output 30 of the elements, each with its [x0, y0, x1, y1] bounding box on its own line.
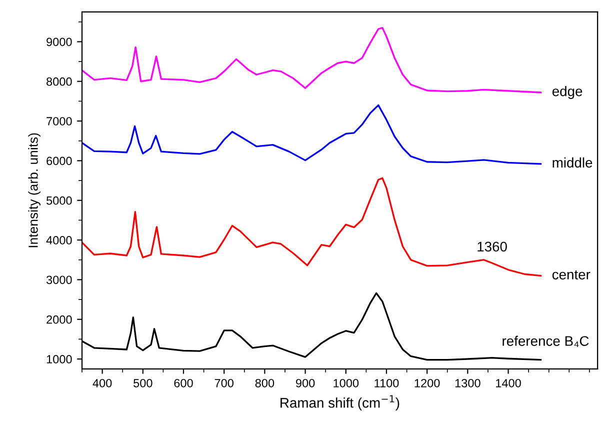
x-axis-title: Raman shift (cm$^{−1}$)	[280, 395, 400, 410]
line-series	[82, 104, 542, 165]
x-tick-label: 1100	[374, 378, 399, 388]
x-tick-label: 800	[255, 378, 274, 388]
x-tick-label: 400	[92, 378, 112, 388]
x-tick-label: 500	[134, 378, 152, 388]
y-tick-label: 2000	[46, 315, 72, 324]
y-tick-label: 8000	[46, 77, 72, 86]
y-tick-label: 7000	[46, 117, 72, 126]
series-label: edge	[552, 86, 582, 99]
y-tick-label: 3000	[46, 276, 72, 284]
y-tick-label: 4000	[46, 236, 72, 244]
x-tick-label: 1000	[334, 378, 359, 388]
series-label: reference B₄C	[502, 336, 589, 347]
x-tick-label: 1200	[414, 378, 440, 388]
y-tick-label: 9000	[46, 38, 72, 46]
series-label: middle	[552, 157, 592, 168]
line-series	[82, 177, 542, 277]
annotation: 1360	[478, 242, 507, 252]
y-tick-label: 6000	[46, 156, 72, 166]
y-axis-title: Intensity (arb. units)	[28, 133, 40, 248]
y-tick-label: 5000	[46, 196, 72, 205]
series-label: center	[552, 270, 590, 280]
y-tick-label: 1000	[46, 355, 72, 364]
x-tick-label: 900	[296, 378, 315, 388]
line-series	[82, 26, 542, 94]
x-tick-label: 1300	[455, 378, 480, 388]
x-tick-label: 600	[174, 378, 193, 388]
x-tick-label: 700	[214, 378, 234, 388]
x-tick-label: 1400	[496, 378, 521, 388]
